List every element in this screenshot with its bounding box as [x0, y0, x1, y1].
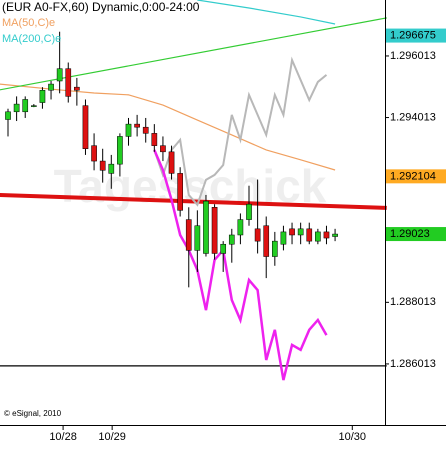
legend-entry: MA(200,C)e	[2, 33, 61, 45]
candle-body	[108, 163, 115, 174]
candle-body	[30, 105, 37, 107]
x-tick-label: 10/29	[98, 431, 126, 443]
candle-body	[91, 145, 97, 162]
line	[197, 0, 336, 25]
price-label: 1.296675	[390, 29, 436, 41]
candle-body	[48, 83, 54, 91]
y-tick-label: 1.294013	[390, 111, 436, 123]
candle-body	[185, 219, 192, 251]
x-tick-label: 10/30	[339, 431, 367, 443]
candle-body	[194, 225, 201, 251]
candle-body	[306, 228, 313, 242]
candle-body	[280, 231, 287, 245]
x-tick-label: 10/28	[49, 431, 77, 443]
candle-body	[177, 173, 183, 211]
y-tick-label: 1.286013	[390, 358, 436, 370]
legend-entry: MA(50,C)e	[2, 17, 55, 29]
candle-body	[323, 231, 330, 239]
price-label: 1.29023	[390, 228, 430, 240]
price-label: 1.292104	[390, 170, 436, 182]
chart-title: (EUR A0-FX,60) Dynamic,0:00-24:00	[2, 0, 200, 14]
candle-body	[315, 231, 321, 242]
price-label-box	[386, 28, 446, 43]
candle-body	[160, 145, 166, 153]
candle-body	[142, 126, 149, 134]
candle-body	[263, 225, 270, 257]
candle-body	[13, 103, 20, 113]
candle-body	[99, 160, 106, 171]
plot-area: Tagesschick	[0, 0, 387, 381]
price-label-box	[386, 169, 446, 184]
candle-body	[297, 228, 304, 236]
candle-body	[271, 240, 278, 257]
price-label-box	[386, 227, 446, 242]
candle-body	[151, 133, 158, 146]
candle-body	[39, 89, 46, 103]
candle-body	[65, 68, 72, 97]
candle-body	[289, 228, 295, 236]
candle-body	[117, 136, 123, 165]
candle-body	[220, 243, 227, 254]
candle-body	[134, 123, 140, 128]
candle-body	[168, 151, 175, 174]
candle-body	[125, 123, 132, 137]
candle-body	[74, 86, 80, 91]
candle-body	[332, 233, 338, 237]
candle-body	[246, 203, 252, 220]
line	[153, 56, 328, 207]
line	[153, 149, 328, 381]
candle-body	[5, 111, 11, 120]
line	[0, 192, 387, 210]
credit: © eSignal, 2010	[4, 409, 62, 418]
candle-body	[22, 99, 29, 113]
candle-body	[237, 219, 244, 236]
candle-body	[228, 234, 235, 245]
y-tick-label: 1.296013	[390, 50, 436, 62]
candle-body	[56, 68, 63, 82]
candle-body	[254, 228, 261, 242]
y-tick-label: 1.288013	[390, 296, 436, 308]
line	[0, 17, 387, 91]
candle-body	[82, 105, 89, 149]
candle-body	[203, 200, 209, 254]
candle-body	[211, 207, 218, 254]
